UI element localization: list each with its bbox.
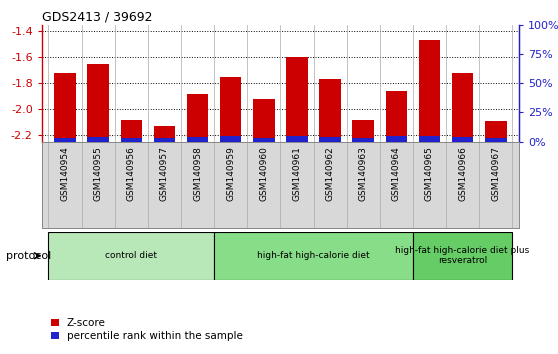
Text: control diet: control diet <box>105 251 157 260</box>
Text: high-fat high-calorie diet plus
resveratrol: high-fat high-calorie diet plus resverat… <box>396 246 530 266</box>
Text: high-fat high-calorie diet: high-fat high-calorie diet <box>257 251 370 260</box>
Text: GSM140965: GSM140965 <box>425 146 434 201</box>
Bar <box>386 136 407 142</box>
Bar <box>220 136 242 142</box>
Bar <box>253 99 275 142</box>
Bar <box>49 232 214 280</box>
Bar <box>418 40 440 142</box>
Text: GSM140962: GSM140962 <box>325 146 335 201</box>
Bar <box>485 121 507 142</box>
Bar <box>88 137 109 142</box>
Bar <box>88 64 109 142</box>
Bar <box>452 73 473 142</box>
Bar <box>220 77 242 142</box>
Bar <box>187 137 208 142</box>
Bar <box>253 138 275 142</box>
Text: GSM140955: GSM140955 <box>94 146 103 201</box>
Bar <box>319 137 341 142</box>
Text: GDS2413 / 39692: GDS2413 / 39692 <box>42 11 152 24</box>
Bar <box>121 120 142 142</box>
Bar <box>319 79 341 142</box>
Legend: Z-score, percentile rank within the sample: Z-score, percentile rank within the samp… <box>47 314 247 345</box>
Text: GSM140957: GSM140957 <box>160 146 169 201</box>
Bar <box>386 91 407 142</box>
Bar <box>54 73 76 142</box>
Bar <box>485 138 507 142</box>
Text: GSM140956: GSM140956 <box>127 146 136 201</box>
Bar <box>54 138 76 142</box>
Bar <box>187 93 208 142</box>
Text: GSM140959: GSM140959 <box>226 146 235 201</box>
Text: GSM140967: GSM140967 <box>491 146 501 201</box>
Bar <box>452 137 473 142</box>
Bar <box>286 136 307 142</box>
Text: GSM140961: GSM140961 <box>292 146 301 201</box>
Bar <box>353 120 374 142</box>
Bar <box>286 57 307 142</box>
Bar <box>214 232 413 280</box>
Text: GSM140963: GSM140963 <box>359 146 368 201</box>
Text: GSM140954: GSM140954 <box>60 146 70 201</box>
Text: GSM140958: GSM140958 <box>193 146 202 201</box>
Text: protocol: protocol <box>6 251 51 261</box>
Bar <box>418 136 440 142</box>
Text: GSM140960: GSM140960 <box>259 146 268 201</box>
Bar <box>153 126 175 142</box>
Bar <box>121 138 142 142</box>
Bar <box>353 138 374 142</box>
Text: GSM140964: GSM140964 <box>392 146 401 201</box>
Bar <box>413 232 512 280</box>
Bar <box>153 138 175 142</box>
Text: GSM140966: GSM140966 <box>458 146 467 201</box>
